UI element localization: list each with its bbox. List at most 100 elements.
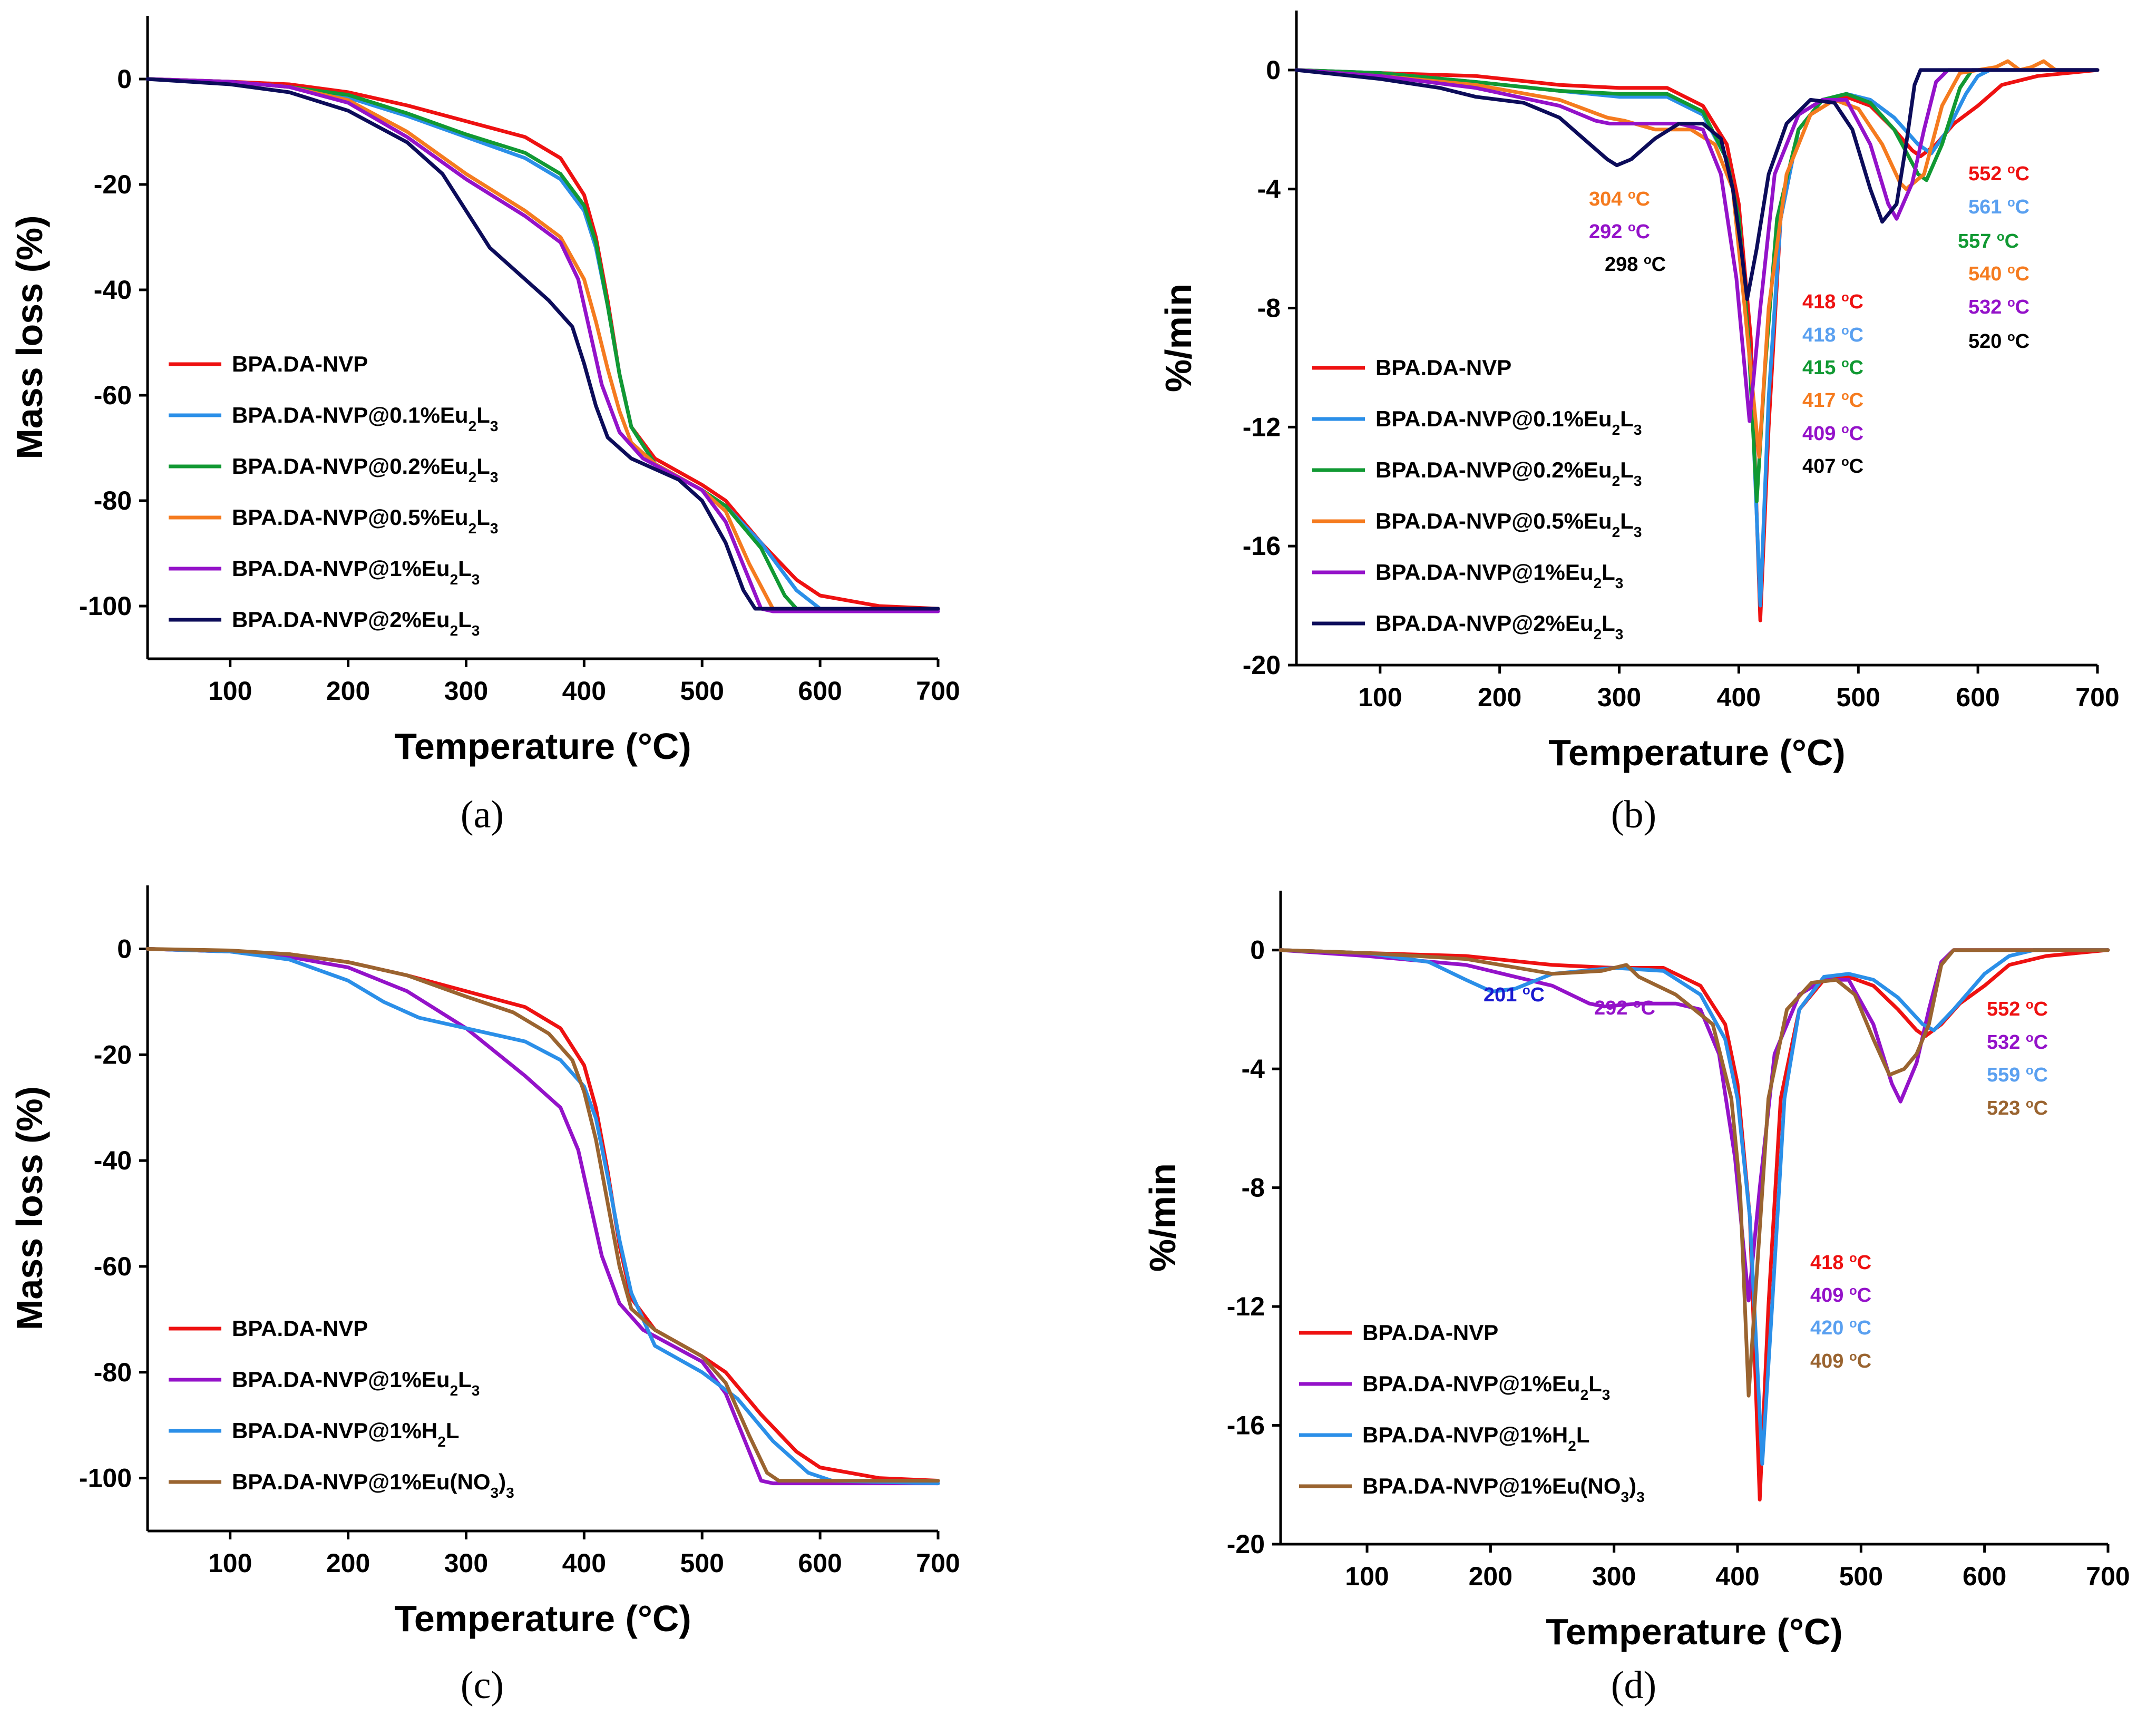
x-tick-label: 100	[1358, 682, 1402, 712]
x-tick-label: 700	[2086, 1562, 2130, 1591]
peak-annotation: 552 oC	[1968, 162, 2029, 186]
x-tick-label: 500	[680, 1548, 724, 1578]
series-line-5	[1294, 68, 2100, 423]
y-tick-label: -20	[94, 1040, 132, 1069]
peak-annotation: 532 oC	[1968, 296, 2029, 319]
series-line-4	[1279, 948, 2110, 1398]
x-tick-label: 300	[1592, 1562, 1636, 1591]
x-tick-label: 600	[798, 676, 842, 706]
x-tick-label: 600	[798, 1548, 842, 1578]
y-tick-label: -40	[94, 275, 132, 305]
chart-panel-d: 100 200 300 400 500 600 700 0 -4 -8 -12 -16 -20 Tempe…	[1142, 891, 2130, 1707]
x-tick-label: 700	[916, 1548, 960, 1578]
x-axis-label: Temperature (°C)	[394, 1598, 691, 1639]
y-tick-label: -100	[79, 1464, 132, 1493]
x-tick-label: 400	[1715, 1562, 1759, 1591]
x-tick-label: 200	[326, 1548, 370, 1578]
peak-annotation: 201 oC	[1484, 983, 1545, 1007]
chart-panel-c: 100 200 300 400 500 600 700 0 -20 -40 -60 -80 -100 Te…	[9, 885, 960, 1707]
y-tick-label: 0	[117, 64, 132, 94]
x-tick-label: 100	[1345, 1562, 1389, 1591]
y-tick-label: -80	[94, 486, 132, 515]
peak-annotation: 409 oC	[1810, 1284, 1871, 1307]
legend-entry-label: BPA.DA-NVP	[232, 352, 368, 376]
x-tick-label: 400	[1717, 682, 1761, 712]
x-tick-label: 100	[208, 676, 252, 706]
x-tick-label: 100	[208, 1548, 252, 1578]
x-tick-label: 500	[1839, 1562, 1883, 1591]
legend-entry-label: BPA.DA-NVP@1%Eu(NO3)3	[232, 1469, 514, 1501]
peak-annotation: 552 oC	[1987, 998, 2048, 1021]
peak-annotation: 557 oC	[1958, 230, 2019, 253]
peak-annotation: 540 oC	[1968, 262, 2029, 286]
legend-entry-label: BPA.DA-NVP@1%Eu2L3	[1375, 560, 1623, 591]
legend-entry-label: BPA.DA-NVP@1%Eu2L3	[1362, 1371, 1610, 1403]
peak-annotation: 407 oC	[1802, 455, 1863, 478]
x-tick-label: 200	[1478, 682, 1521, 712]
y-tick-label: -8	[1242, 1173, 1265, 1203]
y-tick-label: -60	[94, 1252, 132, 1281]
peak-annotation: 420 oC	[1810, 1316, 1871, 1340]
y-tick-label: -40	[94, 1146, 132, 1175]
peak-annotation: 415 oC	[1802, 356, 1863, 379]
y-tick-label: -8	[1257, 294, 1281, 323]
peak-annotation: 292 oC	[1594, 997, 1655, 1020]
panel-caption: (c)	[461, 1664, 504, 1707]
peak-annotation: 559 oC	[1987, 1064, 2048, 1087]
y-tick-label: -20	[1243, 650, 1281, 680]
y-tick-label: -4	[1257, 174, 1281, 204]
series-line-3	[145, 77, 940, 611]
peak-annotation: 304 oC	[1589, 188, 1650, 211]
legend-entry-label: BPA.DA-NVP@2%Eu2L3	[232, 607, 480, 639]
legend-entry-label: BPA.DA-NVP@1%H2L	[232, 1418, 459, 1450]
legend-entry-label: BPA.DA-NVP	[232, 1316, 368, 1341]
y-tick-label: -4	[1242, 1054, 1265, 1084]
y-tick-label: -20	[1227, 1529, 1265, 1559]
legend-entry-label: BPA.DA-NVP	[1375, 355, 1511, 380]
series-line-5	[145, 77, 940, 613]
legend-entry-label: BPA.DA-NVP@0.5%Eu2L3	[1375, 509, 1642, 540]
series-line-3	[1279, 948, 2110, 1466]
legend-entry-label: BPA.DA-NVP@0.2%Eu2L3	[1375, 457, 1642, 489]
y-tick-label: -12	[1243, 412, 1281, 442]
peak-annotation: 298 oC	[1605, 253, 1666, 276]
y-tick-label: 0	[1266, 55, 1281, 85]
peak-annotation: 561 oC	[1968, 196, 2029, 219]
peak-annotation: 418 oC	[1802, 290, 1863, 314]
series-line-6	[145, 77, 940, 611]
legend-entry-label: BPA.DA-NVP@0.2%Eu2L3	[232, 454, 498, 485]
y-tick-label: -100	[79, 591, 132, 621]
chart-panel-b: 100 200 300 400 500 600 700 0 -4 -8 -12 -16 -20 Tempe…	[1158, 11, 2120, 836]
legend-entry-label: BPA.DA-NVP@1%H2L	[1362, 1422, 1589, 1454]
series-line-3	[145, 947, 940, 1486]
legend-entry-label: BPA.DA-NVP@1%Eu2L3	[232, 556, 480, 588]
legend-entry-label: BPA.DA-NVP	[1362, 1320, 1498, 1345]
peak-annotation: 523 oC	[1987, 1097, 2048, 1120]
y-tick-label: -60	[94, 381, 132, 410]
x-tick-label: 200	[1469, 1562, 1512, 1591]
legend-entry-label: BPA.DA-NVP@1%Eu(NO3)3	[1362, 1474, 1645, 1505]
panel-caption: (a)	[461, 793, 504, 836]
y-axis-label: Mass loss (%)	[9, 216, 50, 460]
legend-entry-label: BPA.DA-NVP@0.1%Eu2L3	[232, 403, 498, 434]
legend-entry-label: BPA.DA-NVP@2%Eu2L3	[1375, 611, 1623, 642]
legend-entry-label: BPA.DA-NVP@1%Eu2L3	[232, 1367, 480, 1399]
peak-annotation: 409 oC	[1810, 1350, 1871, 1373]
x-tick-label: 600	[1956, 682, 1999, 712]
x-tick-label: 300	[1597, 682, 1641, 712]
peak-annotation: 418 oC	[1810, 1251, 1871, 1274]
x-tick-label: 700	[916, 676, 960, 706]
legend-entry-label: BPA.DA-NVP@0.1%Eu2L3	[1375, 406, 1642, 438]
peak-annotation: 292 oC	[1589, 220, 1650, 243]
y-tick-label: 0	[1250, 935, 1265, 965]
peak-annotation: 417 oC	[1802, 389, 1863, 412]
x-axis-label: Temperature (°C)	[1546, 1611, 1842, 1652]
x-tick-label: 500	[680, 676, 724, 706]
series-line-6	[1294, 68, 2100, 301]
y-tick-label: -16	[1227, 1411, 1265, 1440]
y-tick-label: -16	[1243, 531, 1281, 561]
x-axis-label: Temperature (°C)	[1548, 732, 1845, 773]
x-tick-label: 700	[2075, 682, 2119, 712]
series-line-4	[145, 77, 940, 611]
